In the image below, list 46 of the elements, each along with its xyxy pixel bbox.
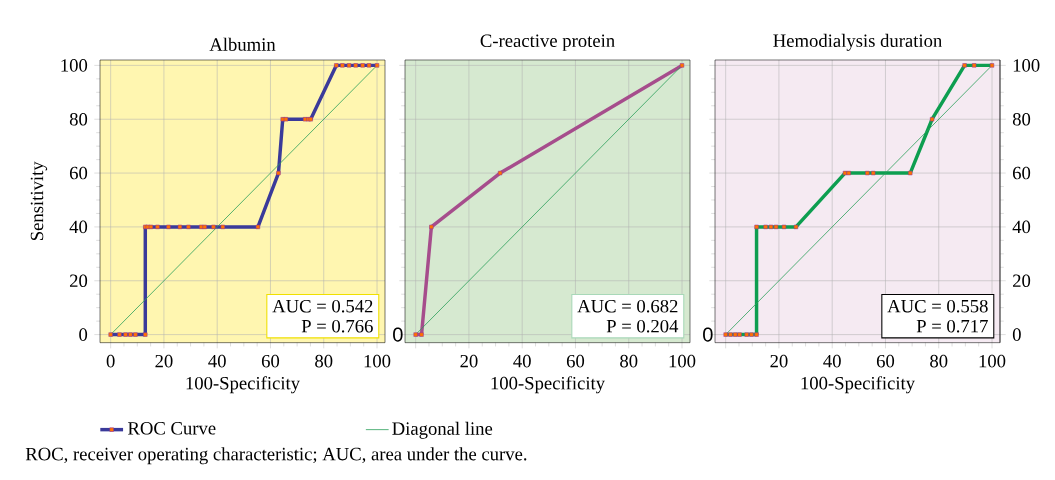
x-tick-label: 100 <box>979 354 1006 368</box>
x-tick-label: 40 <box>513 354 531 368</box>
annotation: AUC = 0.542 <box>272 299 373 313</box>
y2-tick-label: 100 <box>1013 59 1040 72</box>
annotation: P = 0.766 <box>301 319 373 333</box>
text: 0 <box>703 327 713 342</box>
x-tick-label: 60 <box>261 354 280 368</box>
y-axis-title: Sensitivity <box>30 161 48 241</box>
y-tick-label: 100 <box>61 59 88 72</box>
x-tick-label: 100 <box>364 354 391 368</box>
x-tick-label: 60 <box>566 354 585 368</box>
y-tick-label: 60 <box>69 166 88 180</box>
annotation: P = 0.204 <box>606 319 679 333</box>
y2-tick-label: 80 <box>1012 112 1031 126</box>
chart-title: Hemodialysis duration <box>773 33 942 51</box>
y2-tick-label: 40 <box>1012 220 1031 234</box>
y2-tick-label: 0 <box>1012 328 1021 341</box>
x-axis-title: 100-Specificity <box>801 376 915 394</box>
x-tick-label: 60 <box>876 354 895 368</box>
x-tick-label: 20 <box>460 354 478 368</box>
chart-title: Albumin <box>209 37 276 51</box>
annotation: AUC = 0.682 <box>577 299 678 313</box>
x-tick-label: 40 <box>823 354 841 368</box>
x-tick-label: 80 <box>620 354 638 368</box>
chart-title: C-reactive protein <box>480 34 615 51</box>
annotation: P = 0.717 <box>916 319 988 333</box>
y2-tick-label: 20 <box>1013 274 1031 288</box>
x-axis-title: 100-Specificity <box>186 376 300 394</box>
y-tick-label: 80 <box>69 112 88 126</box>
y-tick-label: 20 <box>69 274 88 288</box>
text: ROC, receiver operating characteristic; AUC, area under the curve. <box>25 447 527 465</box>
text: 0 <box>393 327 403 342</box>
x-tick-label: 0 <box>106 354 115 368</box>
x-tick-label: 80 <box>930 354 948 368</box>
x-axis-title: 100-Specificity <box>491 376 605 394</box>
x-tick-label: 20 <box>155 354 173 368</box>
x-tick-label: 100 <box>669 354 696 368</box>
legend-label: Diagonal line <box>392 421 493 439</box>
y-tick-label: 40 <box>69 220 88 234</box>
x-tick-label: 80 <box>315 354 333 368</box>
legend-label: ROC Curve <box>128 422 216 435</box>
x-tick-label: 20 <box>770 354 788 368</box>
x-tick-label: 40 <box>208 354 226 368</box>
annotation: AUC = 0.558 <box>887 299 988 313</box>
y-tick-label: 0 <box>79 328 88 341</box>
y2-tick-label: 60 <box>1012 166 1031 180</box>
